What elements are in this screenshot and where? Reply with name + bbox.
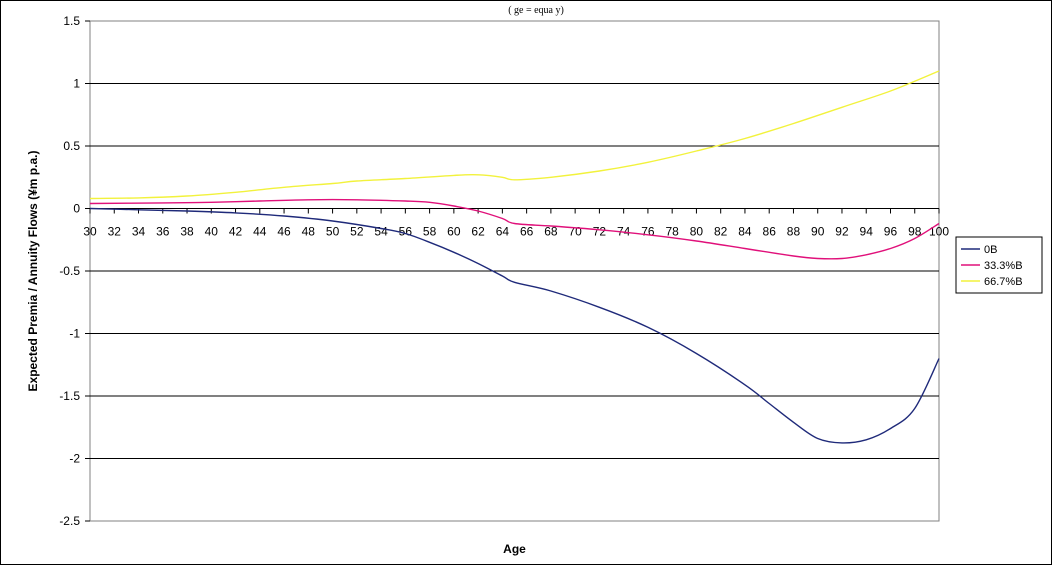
grid-lines (89, 20, 940, 522)
x-tick-label-2: 34 (132, 225, 146, 239)
x-tick-label-24: 78 (665, 225, 679, 239)
x-tick-label-4: 38 (180, 225, 194, 239)
y-axis-label: Expected Premia / Annuity Flows (¥m p.a.… (26, 151, 40, 392)
x-tick-label-21: 72 (593, 225, 607, 239)
y-tick-label-1: 1 (73, 77, 80, 91)
x-tick-label-16: 62 (471, 225, 485, 239)
series-line-2 (89, 70, 940, 200)
x-tick-label-3: 36 (156, 225, 170, 239)
x-tick-label-1: 32 (108, 225, 122, 239)
series-line-0 (89, 207, 940, 444)
x-tick-label-6: 42 (229, 225, 243, 239)
x-tick-label-13: 56 (399, 225, 413, 239)
x-tick-label-23: 76 (641, 225, 655, 239)
x-tick-label-27: 84 (738, 225, 752, 239)
x-tick-label-33: 96 (884, 225, 898, 239)
x-tick-label-9: 48 (302, 225, 316, 239)
x-tick-label-11: 52 (350, 225, 364, 239)
x-tick-label-10: 50 (326, 225, 340, 239)
x-tick-label-18: 66 (520, 225, 534, 239)
y-tick-label-7: -2 (69, 452, 80, 466)
series-lines (89, 70, 940, 444)
x-tick-label-25: 80 (690, 225, 704, 239)
x-tick-label-17: 64 (496, 225, 510, 239)
x-axis-label: Age (503, 542, 526, 556)
legend-label-1: 33.3%B (984, 260, 1023, 272)
y-tick-label-4: -0.5 (59, 264, 80, 278)
x-tick-label-19: 68 (544, 225, 558, 239)
x-tick-label-5: 40 (205, 225, 219, 239)
legend-label-0: 0B (984, 244, 997, 256)
x-tick-label-8: 46 (277, 225, 291, 239)
x-tick-label-7: 44 (253, 225, 267, 239)
x-tick-label-0: 30 (83, 225, 97, 239)
legend: 0B 33.3%B 66.7%B (955, 236, 1043, 294)
x-tick-label-28: 86 (763, 225, 777, 239)
chart-title: ( ge = equa y) (508, 5, 564, 16)
x-tick-label-14: 58 (423, 225, 437, 239)
x-tick-label-29: 88 (787, 225, 801, 239)
y-tick-label-8: -2.5 (59, 514, 80, 528)
x-tick-label-32: 94 (860, 225, 874, 239)
y-tick-label-6: -1.5 (59, 389, 80, 403)
x-tick-label-12: 54 (374, 225, 388, 239)
series-line-1 (89, 198, 940, 260)
y-tick-label-5: -1 (69, 327, 80, 341)
y-tick-label-3: 0 (73, 202, 80, 216)
y-axis-ticks: 1.5 1 0.5 0 -0.5 -1 -1.5 -2 -2.5 (59, 14, 90, 528)
x-tick-label-31: 92 (835, 225, 849, 239)
x-tick-label-35: 100 (929, 225, 949, 239)
legend-label-2: 66.7%B (984, 276, 1023, 288)
x-tick-label-34: 98 (908, 225, 922, 239)
x-tick-label-15: 60 (447, 225, 461, 239)
x-tick-label-26: 82 (714, 225, 728, 239)
y-tick-label-2: 0.5 (63, 139, 80, 153)
x-tick-label-20: 70 (568, 225, 582, 239)
x-tick-label-30: 90 (811, 225, 825, 239)
y-tick-label-0: 1.5 (63, 14, 80, 28)
x-axis-ticks: 30 32 34 36 38 40 42 44 46 48 50 52 54 56 58 60 62 64 66 68… (83, 208, 949, 239)
